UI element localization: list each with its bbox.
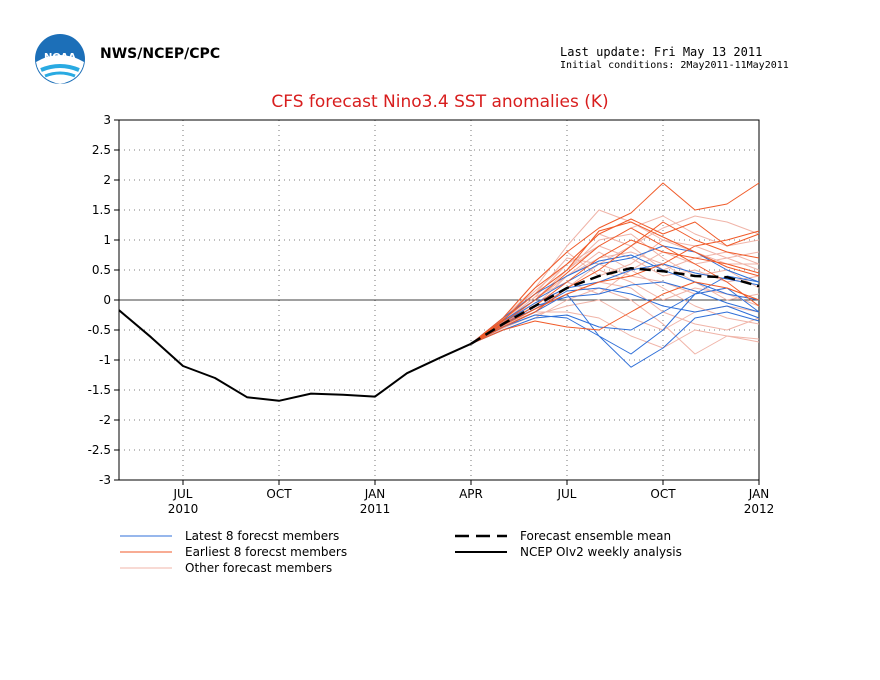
observed-line	[118, 309, 472, 402]
y-tick-label: -3	[99, 473, 111, 487]
y-tick-label: 2	[103, 173, 111, 187]
ensemble-mean-line	[470, 266, 760, 345]
legend-label-other: Other forecast members	[185, 561, 332, 575]
noaa-logo-icon: NOAA	[33, 32, 87, 86]
x-tick-year: 2012	[744, 502, 775, 516]
y-tick-label: 0	[103, 293, 111, 307]
y-tick-label: 0.5	[92, 263, 111, 277]
x-tick-label: JUL	[172, 487, 192, 501]
earliest-member-line	[470, 230, 760, 345]
last-update: Last update: Fri May 13 2011	[560, 45, 763, 59]
x-tick-label: APR	[459, 487, 483, 501]
legend-label-latest: Latest 8 forecst members	[185, 529, 339, 543]
y-tick-label: -2.5	[88, 443, 111, 457]
other-member-line	[470, 215, 760, 345]
org-label: NWS/NCEP/CPC	[100, 46, 221, 62]
x-tick-label: JAN	[364, 487, 386, 501]
x-tick-label: JUL	[556, 487, 576, 501]
latest-member-line	[470, 287, 760, 345]
y-tick-label: -1	[99, 353, 111, 367]
earliest-member-line	[470, 182, 760, 345]
latest-member-line	[470, 245, 760, 345]
chart-title: CFS forecast Nino3.4 SST anomalies (K)	[271, 92, 609, 112]
legend-label-mean: Forecast ensemble mean	[520, 529, 671, 543]
x-tick-year: 2010	[168, 502, 199, 516]
latest-member-line	[470, 254, 760, 345]
earliest-member-line	[470, 281, 760, 345]
y-tick-label: 1.5	[92, 203, 111, 217]
other-member-line	[470, 233, 760, 345]
earliest-member-line	[470, 227, 760, 345]
legend-label-obs: NCEP OIv2 weekly analysis	[520, 545, 682, 559]
logo-text: NOAA	[44, 52, 76, 63]
plot-area: -3-2.5-2-1.5-1-0.500.511.522.53JUL2010OC…	[88, 113, 775, 516]
other-member-line	[470, 281, 760, 345]
legend-label-earliest: Earliest 8 forecst members	[185, 545, 347, 559]
y-tick-label: 2.5	[92, 143, 111, 157]
other-member-line	[470, 209, 760, 345]
x-tick-label: OCT	[266, 487, 292, 501]
initial-conditions: Initial conditions: 2May2011-11May2011	[560, 60, 789, 71]
y-tick-label: 3	[103, 113, 111, 127]
x-tick-label: OCT	[650, 487, 676, 501]
y-tick-label: -2	[99, 413, 111, 427]
y-tick-label: -1.5	[88, 383, 111, 397]
earliest-member-line	[470, 221, 760, 345]
other-member-line	[470, 215, 760, 345]
y-tick-label: -0.5	[88, 323, 111, 337]
x-tick-label: JAN	[748, 487, 770, 501]
x-tick-year: 2011	[360, 502, 391, 516]
earliest-member-line	[470, 221, 760, 345]
latest-member-line	[470, 287, 760, 345]
legend: Latest 8 forecst members Earliest 8 forec…	[120, 529, 682, 575]
y-tick-label: 1	[103, 233, 111, 247]
